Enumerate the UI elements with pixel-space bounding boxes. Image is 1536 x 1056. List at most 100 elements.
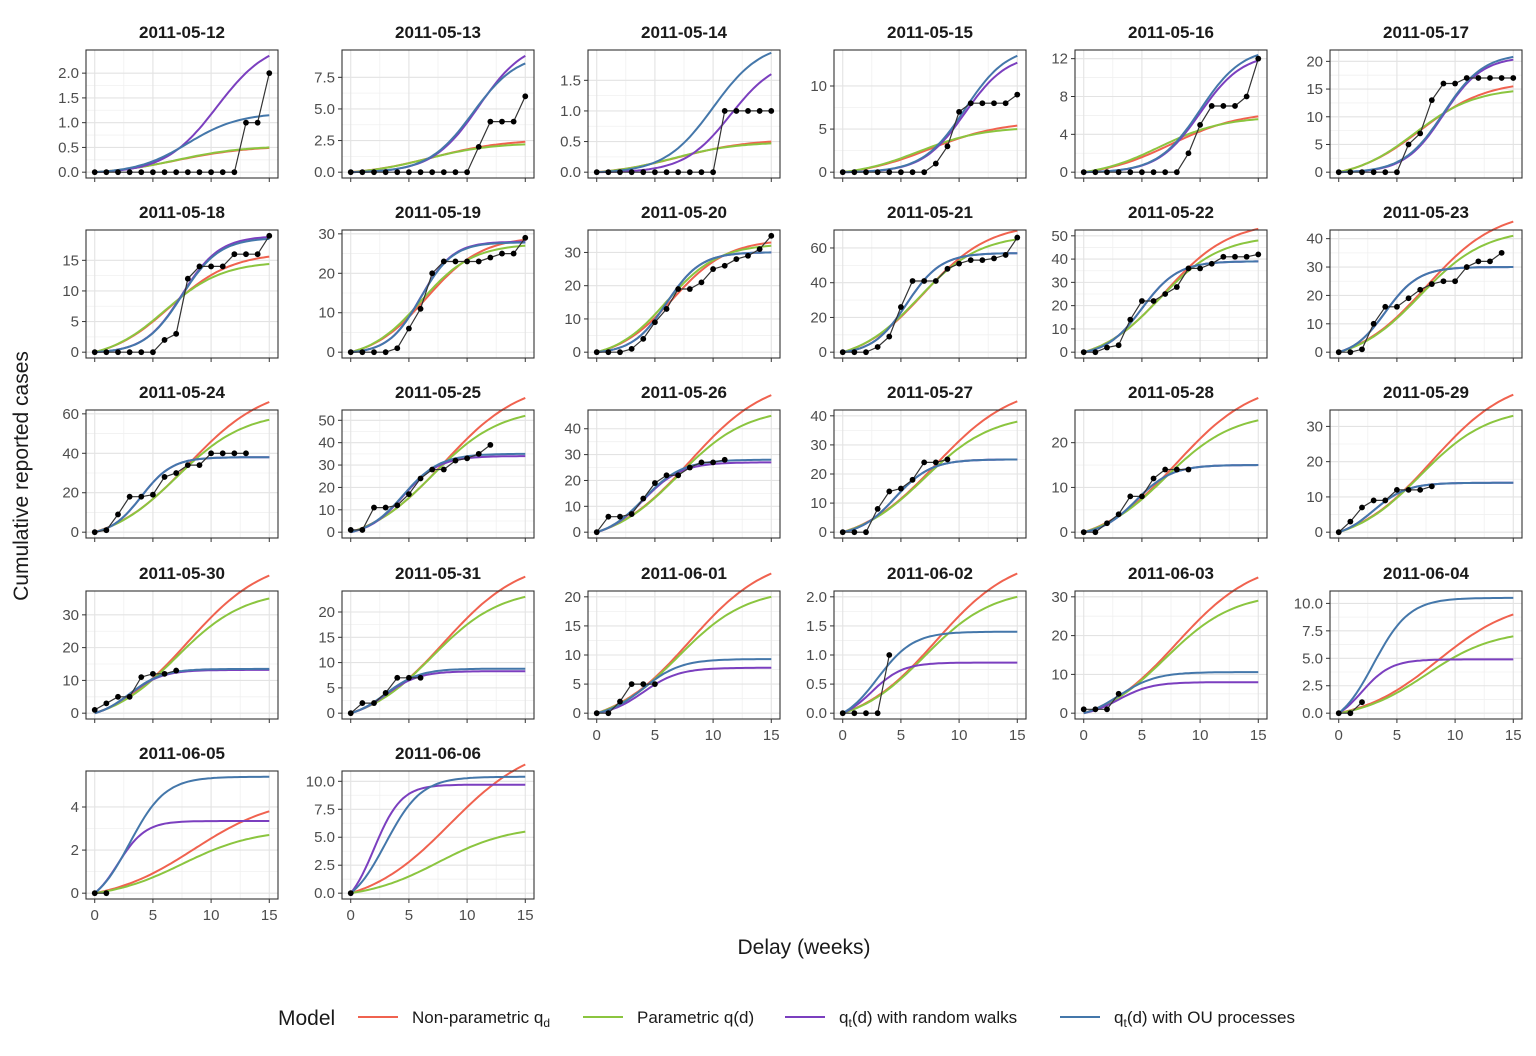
y-tick-label: 40 <box>318 435 335 452</box>
y-tick-label: 0 <box>1060 705 1068 722</box>
panel-title: 2011-05-22 <box>1128 203 1214 222</box>
series-line-par <box>842 128 1018 174</box>
observed-point <box>394 169 401 176</box>
observed-point <box>1405 486 1412 493</box>
series-line-par <box>350 595 526 715</box>
y-tick-label: 10 <box>564 311 581 328</box>
observed-point <box>499 118 505 125</box>
observed-point <box>756 246 763 253</box>
y-tick-label: 10 <box>62 672 79 689</box>
y-tick-label: 10 <box>810 78 827 95</box>
series-line-ou <box>94 114 270 174</box>
observed-point <box>1452 278 1458 285</box>
y-tick-label: 7.5 <box>314 69 335 86</box>
y-tick-label: 20 <box>1051 435 1068 452</box>
observed-point <box>886 333 893 340</box>
observed-point <box>593 349 600 356</box>
series-line-ou <box>842 54 1018 174</box>
observed-point <box>1185 466 1192 473</box>
observed-point <box>359 527 366 533</box>
observed-point <box>1220 103 1227 109</box>
observed-point <box>1359 346 1365 353</box>
y-tick-label: 10 <box>1051 479 1068 496</box>
series-line-par <box>94 418 270 534</box>
observed-point <box>979 100 986 107</box>
observed-point <box>1173 169 1180 176</box>
observed-point <box>417 305 424 312</box>
observed-line <box>1083 58 1259 173</box>
x-tick-label: 5 <box>651 727 659 744</box>
y-tick-label: 30 <box>1051 274 1068 291</box>
observed-point <box>1428 97 1435 104</box>
panel-title: 2011-05-12 <box>139 23 225 42</box>
observed-point <box>874 169 881 176</box>
observed-point <box>1335 529 1342 536</box>
series-line-par <box>842 238 1018 354</box>
panel-border <box>587 49 781 179</box>
y-tick-label: 30 <box>810 437 827 454</box>
observed-point <box>184 169 191 176</box>
x-tick-label: 10 <box>951 727 968 744</box>
observed-point <box>464 169 470 176</box>
panel-title: 2011-06-02 <box>887 564 973 583</box>
observed-point <box>406 674 412 681</box>
y-tick-label: 1.5 <box>58 90 79 107</box>
observed-point <box>208 263 214 270</box>
observed-point <box>394 345 401 352</box>
observed-point <box>1417 486 1424 493</box>
observed-point <box>510 118 517 125</box>
y-tick-label: 4 <box>71 799 79 816</box>
observed-point <box>208 450 214 457</box>
observed-point <box>1405 141 1412 148</box>
y-tick-label: 10 <box>1051 666 1068 683</box>
legend-label: Non-parametric qd <box>412 1008 550 1030</box>
panel-title: 2011-05-16 <box>1128 23 1214 42</box>
y-tick-label: 50 <box>1051 228 1068 245</box>
observed-point <box>150 349 156 356</box>
observed-point <box>1092 706 1099 713</box>
observed-point <box>1370 497 1377 504</box>
observed-point <box>359 349 366 356</box>
series-line-ou <box>1083 464 1259 534</box>
observed-point <box>173 169 180 176</box>
observed-point <box>839 169 846 176</box>
observed-point <box>1510 75 1517 81</box>
panel-border <box>341 770 535 900</box>
observed-point <box>499 250 505 257</box>
panel-title: 2011-05-25 <box>395 383 481 402</box>
observed-point <box>640 495 647 502</box>
observed-point <box>417 169 424 176</box>
observed-point <box>874 344 881 350</box>
panel-2011-05-23: 2011-05-23 0 10 20 30 40 <box>1306 203 1523 362</box>
observed-point <box>686 286 693 292</box>
observed-point <box>196 263 203 270</box>
observed-point <box>1014 234 1021 241</box>
panel-2011-05-25: 2011-05-25 0 10 20 30 40 50 <box>318 383 535 542</box>
panel-title: 2011-06-05 <box>139 744 225 763</box>
panel-border <box>1074 590 1268 720</box>
observed-point <box>663 472 670 479</box>
y-tick-label: 1.5 <box>560 72 581 89</box>
series-line-par <box>350 244 526 354</box>
observed-point <box>1255 251 1262 258</box>
observed-point <box>394 502 401 509</box>
y-tick-label: 0 <box>1315 164 1323 181</box>
observed-point <box>1359 169 1365 176</box>
panel-2011-06-04: 2011-06-04 0.0 2.5 5.0 7.5 10.0 0 5 10 15 <box>1294 564 1523 744</box>
chart-panels: 2011-05-12 0.0 0.5 1.0 1.5 2.0 2011-05-13 0.0 2.… <box>58 23 1523 924</box>
observed-point <box>874 506 881 512</box>
observed-line <box>350 96 526 173</box>
observed-point <box>1080 169 1087 176</box>
observed-point <box>1440 278 1447 285</box>
y-tick-label: 5 <box>327 680 335 697</box>
observed-point <box>417 674 424 681</box>
observed-point <box>1150 298 1157 304</box>
y-tick-label: 20 <box>1051 628 1068 645</box>
panel-2011-06-02: 2011-06-02 0.0 0.5 1.0 1.5 2.0 0 5 10 15 <box>806 564 1027 744</box>
panel-2011-05-31: 2011-05-31 0 5 10 15 20 <box>318 564 535 723</box>
observed-point <box>652 319 658 326</box>
observed-point <box>617 349 623 356</box>
observed-point <box>452 258 459 265</box>
observed-point <box>406 169 412 176</box>
observed-point <box>173 470 180 476</box>
